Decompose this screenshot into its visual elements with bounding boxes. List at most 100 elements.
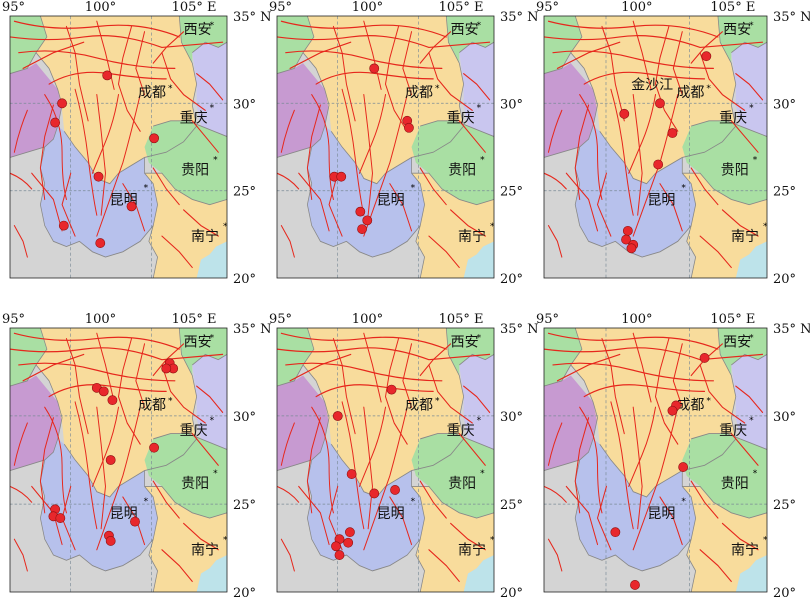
city-marker-nanning: * (223, 222, 228, 232)
city-label-xian: 西安 (451, 334, 479, 350)
city-label-chongqing: 重庆 (719, 110, 747, 126)
lat-label: 25° (500, 185, 523, 200)
lon-label: 95° (2, 312, 25, 327)
city-label-guiyang: 贵阳 (721, 476, 749, 492)
lon-label: 95° (536, 312, 559, 327)
lat-label: 20° (233, 272, 256, 287)
lat-label: 25° (233, 498, 256, 513)
earthquake-event (699, 353, 710, 363)
city-label-kunming: 昆明 (647, 193, 675, 209)
earthquake-event (667, 405, 678, 416)
map-frame (276, 327, 495, 593)
earthquake-event (355, 206, 366, 217)
city-label-chongqing: 重庆 (447, 110, 475, 126)
city-label-chengdu: 成都 (676, 398, 704, 414)
city-label-xian: 西安 (451, 22, 479, 38)
map-frame (9, 327, 228, 593)
lon-label: 100° (85, 0, 116, 15)
city-marker-chengdu: * (435, 84, 440, 94)
earthquake-event (653, 159, 664, 170)
city-label-chongqing: 重庆 (180, 423, 208, 439)
earthquake-event (161, 363, 172, 374)
city-marker-chongqing: * (210, 103, 215, 113)
city-marker-guiyang: * (213, 469, 218, 479)
city-marker-kunming: * (411, 497, 416, 507)
city-marker-chongqing: * (749, 103, 754, 113)
city-marker-chongqing: * (477, 416, 482, 426)
city-marker-xian: * (749, 21, 754, 31)
earthquake-event (149, 442, 159, 453)
earthquake-event (357, 224, 367, 234)
city-label-kunming: 昆明 (377, 193, 405, 209)
earthquake-event (105, 536, 116, 546)
earthquake-event (619, 108, 630, 119)
lat-label: 25° (773, 185, 796, 200)
earthquake-event (390, 485, 400, 495)
lat-label: 20° (233, 586, 256, 601)
earthquake-event (107, 395, 118, 406)
city-label-xian: 西安 (723, 334, 751, 350)
earthquake-event (610, 527, 621, 538)
city-marker-nanning: * (223, 536, 228, 546)
lon-label: 105° E (439, 312, 484, 327)
lat-label: 20° (500, 586, 523, 601)
earthquake-event (362, 215, 373, 226)
city-label-chengdu: 成都 (138, 398, 166, 414)
lon-label: 100° (85, 312, 116, 327)
city-label-kunming: 昆明 (647, 506, 675, 522)
earthquake-event (701, 51, 712, 62)
city-marker-chongqing: * (477, 103, 482, 113)
city-label-nanning: 南宁 (191, 228, 219, 245)
city-label-guiyang: 贵阳 (448, 163, 476, 179)
city-marker-kunming: * (144, 184, 149, 194)
river-label-jinshajiang: 金沙江 (631, 77, 673, 93)
city-label-chengdu: 成都 (405, 398, 433, 414)
earthquake-event (334, 550, 345, 560)
lat-label: 30° (233, 410, 256, 425)
city-marker-kunming: * (681, 184, 686, 194)
earthquake-event (345, 527, 355, 538)
city-marker-chongqing: * (749, 416, 754, 426)
lon-label: 100° (621, 312, 652, 327)
lat-label: 35° N (500, 322, 539, 337)
lon-label: 105° E (710, 0, 755, 15)
earthquake-event (98, 386, 109, 397)
city-marker-xian: * (749, 333, 754, 343)
city-marker-chengdu: * (168, 84, 173, 94)
city-label-nanning: 南宁 (458, 228, 486, 245)
lat-label: 25° (500, 498, 523, 513)
city-marker-chengdu: * (435, 397, 440, 407)
city-label-guiyang: 贵阳 (721, 163, 749, 179)
earthquake-event (336, 171, 347, 182)
lat-label: 35° N (233, 10, 272, 25)
lat-label: 35° N (773, 10, 810, 25)
lat-label: 25° (773, 498, 796, 513)
city-label-kunming: 昆明 (110, 506, 138, 522)
city-label-chongqing: 重庆 (180, 110, 208, 126)
map-frame (543, 327, 768, 593)
earthquake-event (630, 580, 640, 590)
earthquake-event (386, 384, 397, 395)
earthquake-event (130, 516, 140, 527)
lat-label: 30° (773, 97, 796, 112)
city-label-chongqing: 重庆 (447, 423, 475, 439)
city-marker-nanning: * (763, 222, 768, 232)
city-marker-guiyang: * (753, 469, 758, 479)
city-label-chongqing: 重庆 (719, 423, 747, 439)
city-marker-kunming: * (681, 497, 686, 507)
city-marker-chengdu: * (168, 397, 173, 407)
city-marker-chongqing: * (210, 416, 215, 426)
lat-label: 35° N (500, 10, 539, 25)
lat-label: 35° N (233, 322, 272, 337)
city-label-nanning: 南宁 (191, 542, 219, 559)
earthquake-event (332, 411, 343, 421)
earthquake-event (93, 171, 104, 182)
lon-label: 95° (536, 0, 559, 15)
city-marker-kunming: * (144, 497, 149, 507)
